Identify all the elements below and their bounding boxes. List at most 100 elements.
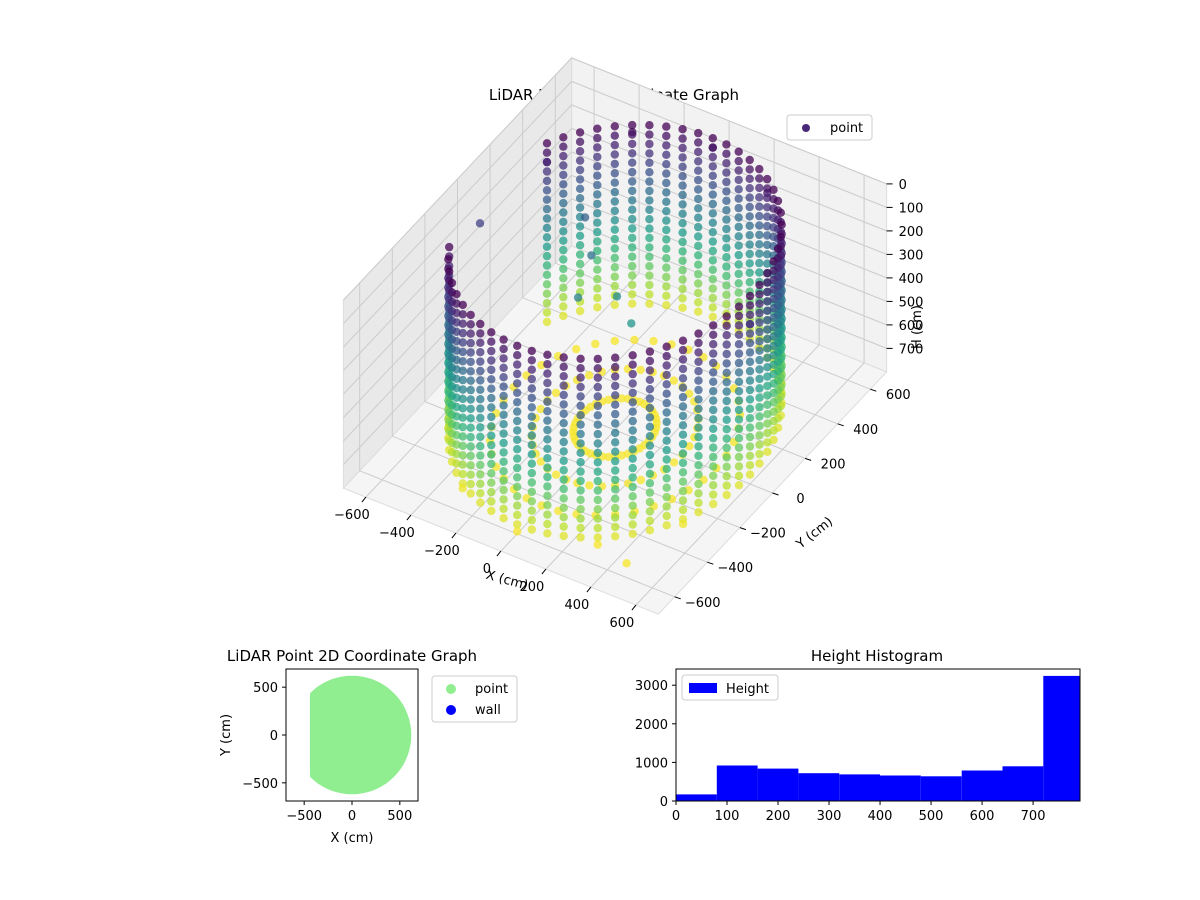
point-3d bbox=[662, 436, 671, 445]
point-3d bbox=[487, 431, 496, 440]
point-3d bbox=[543, 519, 552, 529]
point-3d bbox=[777, 220, 786, 229]
point-3d bbox=[755, 280, 764, 290]
point-3d bbox=[662, 380, 671, 389]
point-3d bbox=[678, 275, 687, 284]
point-3d bbox=[709, 396, 718, 405]
point-3d bbox=[734, 481, 744, 490]
point-3d bbox=[763, 259, 772, 268]
gridline-back-h bbox=[571, 151, 887, 279]
point-3d bbox=[576, 458, 585, 467]
point-3d bbox=[466, 348, 475, 357]
y-tick-label-2d: 500 bbox=[253, 681, 278, 696]
point-3d bbox=[678, 355, 688, 364]
point-3d bbox=[755, 412, 764, 421]
point-3d bbox=[678, 284, 687, 294]
point-3d bbox=[610, 187, 619, 197]
point-3d bbox=[722, 387, 731, 396]
point-3d bbox=[662, 178, 671, 188]
point-3d bbox=[645, 205, 654, 214]
point-3d bbox=[593, 227, 602, 237]
point-3d bbox=[678, 153, 687, 162]
point-3d bbox=[476, 442, 485, 451]
y-tick-label-hist: 2000 bbox=[635, 718, 668, 733]
point-3d bbox=[628, 233, 637, 243]
y-axis-label-2d: Y (cm) bbox=[219, 714, 234, 757]
point-3d bbox=[559, 236, 568, 245]
point-3d bbox=[452, 459, 461, 468]
point-3d bbox=[476, 385, 485, 394]
point-3d bbox=[628, 501, 637, 510]
point-3d bbox=[543, 482, 552, 491]
y-tick-3d bbox=[674, 596, 681, 600]
point-3d bbox=[662, 521, 671, 530]
point-3d bbox=[610, 336, 619, 346]
point-3d bbox=[466, 310, 475, 320]
point-3d bbox=[694, 241, 703, 251]
point-3d bbox=[542, 233, 552, 242]
point-3d bbox=[542, 298, 552, 308]
point-3d bbox=[452, 365, 461, 374]
point-3d bbox=[708, 303, 717, 312]
point-3d bbox=[452, 393, 461, 402]
point-3d bbox=[611, 362, 620, 372]
point-3d bbox=[458, 451, 467, 460]
point-3d bbox=[745, 202, 754, 212]
point-3d bbox=[645, 356, 655, 366]
y-tick-label-hist: 0 bbox=[660, 795, 668, 810]
point-3d bbox=[734, 194, 743, 203]
point-3d bbox=[559, 142, 568, 151]
y-tick-3d bbox=[707, 561, 714, 565]
point-3d bbox=[763, 400, 772, 409]
point-3d bbox=[745, 470, 755, 479]
point-3d bbox=[694, 232, 703, 241]
point-3d bbox=[476, 413, 485, 423]
point-3d bbox=[593, 486, 602, 495]
point-3d bbox=[527, 459, 536, 468]
point-3d bbox=[722, 312, 731, 321]
point-3d bbox=[513, 407, 522, 416]
point-3d bbox=[694, 185, 703, 194]
point-3d bbox=[499, 467, 508, 476]
point-3d bbox=[645, 432, 655, 441]
point-3d bbox=[734, 349, 744, 358]
point-3d bbox=[487, 487, 496, 497]
point-3d bbox=[559, 494, 568, 503]
point-3d bbox=[763, 231, 772, 240]
point-3d bbox=[628, 520, 637, 529]
point-3d bbox=[694, 451, 703, 460]
point-3d bbox=[709, 387, 718, 396]
point-3d bbox=[476, 460, 485, 470]
point-3d bbox=[763, 419, 772, 428]
point-3d bbox=[678, 200, 687, 209]
point-3d bbox=[487, 356, 496, 365]
point-3d bbox=[734, 260, 743, 269]
scatter-2d: LiDAR Point 2D Coordinate Graph −500 0 500… bbox=[219, 647, 518, 846]
point-3d bbox=[593, 274, 602, 284]
point-3d bbox=[734, 387, 744, 396]
point-3d bbox=[708, 228, 717, 237]
point-3d bbox=[662, 291, 671, 300]
point-3d bbox=[722, 396, 731, 406]
point-3d bbox=[513, 501, 522, 510]
x-tick-3d bbox=[406, 514, 412, 521]
point-3d bbox=[628, 120, 637, 130]
point-3d bbox=[678, 496, 688, 505]
point-3d bbox=[527, 506, 536, 515]
point-3d bbox=[662, 427, 671, 436]
point-3d bbox=[694, 479, 703, 489]
point-3d bbox=[722, 349, 731, 359]
point-3d bbox=[452, 327, 461, 336]
point-3d bbox=[722, 378, 731, 387]
point-3d bbox=[466, 385, 475, 395]
point-3d bbox=[678, 266, 687, 275]
point-3d bbox=[513, 416, 522, 426]
point-3d bbox=[628, 149, 637, 158]
point-3d bbox=[593, 284, 602, 293]
point-3d bbox=[763, 334, 772, 344]
point-3d bbox=[575, 128, 585, 137]
point-3d bbox=[593, 467, 602, 476]
point-3d bbox=[476, 470, 485, 479]
point-3d bbox=[745, 221, 754, 230]
point-3d bbox=[645, 177, 654, 186]
